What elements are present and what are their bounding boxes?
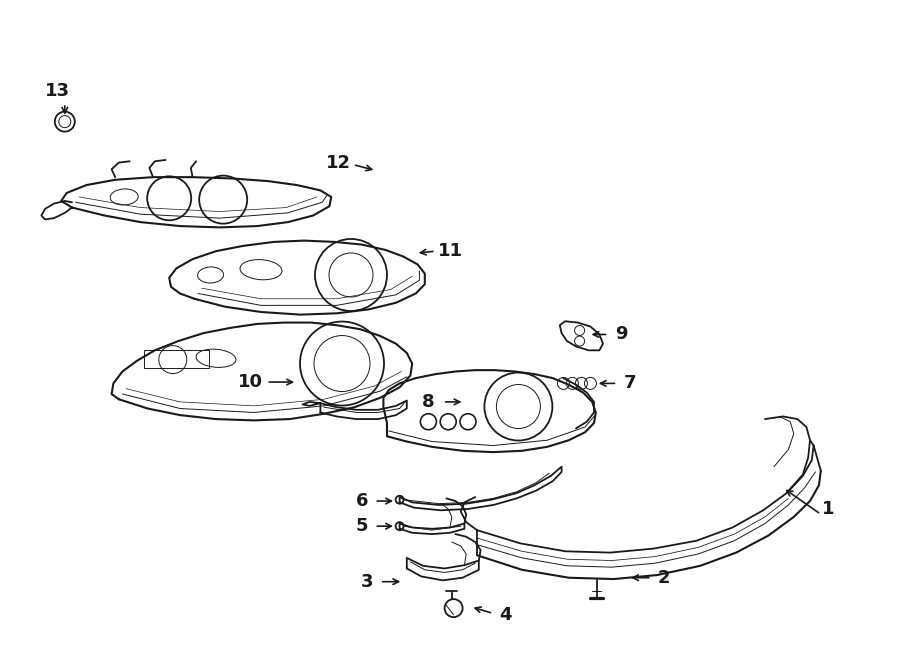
Text: 10: 10 — [238, 373, 263, 391]
Text: 9: 9 — [615, 325, 627, 344]
Text: 1: 1 — [822, 500, 834, 518]
Text: 12: 12 — [326, 153, 351, 172]
Text: 13: 13 — [45, 82, 70, 100]
Text: 6: 6 — [356, 492, 368, 510]
Text: 4: 4 — [500, 605, 512, 624]
Text: 11: 11 — [437, 242, 463, 260]
Text: 7: 7 — [624, 374, 636, 393]
Text: 8: 8 — [422, 393, 435, 411]
Text: 2: 2 — [658, 568, 670, 587]
Text: 5: 5 — [356, 517, 368, 535]
Text: 3: 3 — [361, 572, 374, 591]
